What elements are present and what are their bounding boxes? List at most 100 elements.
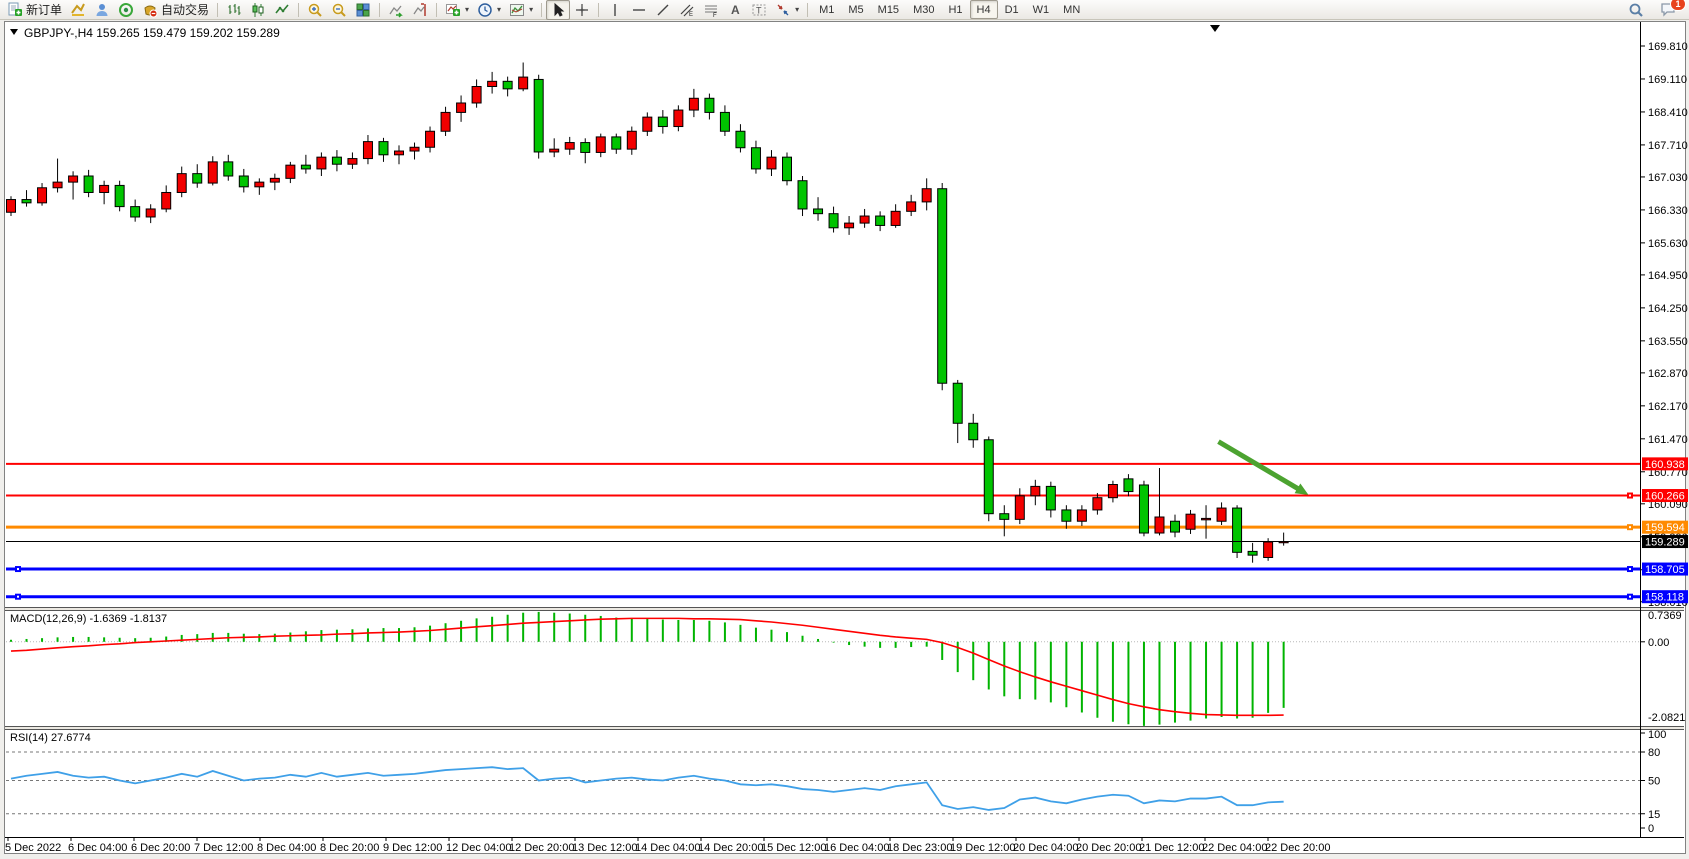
bar-chart-button[interactable] <box>222 0 246 20</box>
candle-body-down <box>1045 485 1056 511</box>
timeframe-button-m1[interactable]: M1 <box>819 3 835 16</box>
text-button[interactable]: A <box>723 0 747 20</box>
timeframe-button-w1[interactable]: W1 <box>1032 3 1050 16</box>
candle-body-up <box>362 141 373 160</box>
candle <box>766 150 777 176</box>
candle <box>626 126 637 155</box>
trendline-button[interactable] <box>651 0 675 20</box>
candle-body-up <box>1107 484 1118 499</box>
candle <box>1247 542 1258 563</box>
candle-body-up <box>906 201 917 212</box>
new-chart-button[interactable] <box>66 0 90 20</box>
crosshair-button[interactable] <box>570 0 594 20</box>
hline-handle-dot <box>1629 568 1631 571</box>
candle-body-up <box>549 148 560 153</box>
text-label-button[interactable]: T <box>747 0 771 20</box>
pane-splitter[interactable] <box>5 726 1684 730</box>
hline-price-label: 159.594 <box>1645 522 1685 534</box>
candle <box>549 138 560 158</box>
time-axis-label: 5 Dec 2022 <box>5 842 61 854</box>
candle-body-up <box>145 208 156 218</box>
pane-splitter[interactable] <box>5 607 1684 611</box>
candle <box>223 154 234 181</box>
candle <box>378 137 389 162</box>
candle <box>1123 474 1134 497</box>
candle-body-down <box>83 175 94 193</box>
candle-body-down <box>813 208 824 215</box>
new-order-button[interactable]: 新订单 <box>3 0 66 20</box>
candle-body-up <box>1014 495 1025 520</box>
toolbar-separator <box>541 2 543 17</box>
autotrading-button[interactable]: 自动交易 <box>138 0 213 20</box>
zoom-out-button[interactable] <box>327 0 351 20</box>
zoom-in-button[interactable] <box>303 0 327 20</box>
candle <box>285 161 296 184</box>
channel-button[interactable]: E <box>675 0 699 20</box>
candle-body-up <box>176 173 187 193</box>
auto-scroll-icon <box>389 5 403 18</box>
chevron-down-icon: ▾ <box>529 5 534 14</box>
bid-price-label-box <box>1642 535 1688 549</box>
tile-windows-icon <box>356 3 370 16</box>
search-button[interactable] <box>1624 0 1648 20</box>
candle <box>1185 509 1196 534</box>
hline-handle-dot <box>1629 595 1631 598</box>
candle <box>207 156 218 186</box>
indicators-button[interactable]: ▾ <box>441 0 473 20</box>
community-button[interactable] <box>114 0 138 20</box>
time-axis-label: 15 Dec 12:00 <box>761 842 826 854</box>
candle <box>362 135 373 165</box>
line-chart-button[interactable] <box>270 0 294 20</box>
chart-menu-button[interactable] <box>10 29 18 35</box>
candle <box>269 173 280 191</box>
timeframe-button-mn[interactable]: MN <box>1063 3 1081 16</box>
candle-body-down <box>1138 484 1149 534</box>
horizontal-line-button[interactable] <box>627 0 651 20</box>
svg-text:E: E <box>689 12 693 18</box>
text-icon: A <box>731 3 740 17</box>
periods-button[interactable]: ▾ <box>473 0 505 20</box>
candle-body-down <box>130 206 141 218</box>
tile-windows-button[interactable] <box>351 0 375 20</box>
price-axis-label: 165.630 <box>1648 238 1688 250</box>
candle-body-down <box>1061 509 1072 522</box>
candle <box>518 62 529 92</box>
new-order-icon <box>8 2 22 16</box>
profiles-button[interactable] <box>90 0 114 20</box>
time-axis-label: 20 Dec 20:00 <box>1076 842 1141 854</box>
vertical-line-button[interactable] <box>603 0 627 20</box>
timeframe-button-m5[interactable]: M5 <box>848 3 864 16</box>
price-pane[interactable] <box>6 22 1640 607</box>
candle <box>502 76 513 97</box>
autotrading-button-label: 自动交易 <box>161 3 210 17</box>
price-axis-label: 161.470 <box>1648 434 1688 446</box>
candle-body-down <box>238 175 249 188</box>
timeframe-button-h4[interactable]: H4 <box>969 0 998 19</box>
candle-body-up <box>844 222 855 229</box>
chart-shift-button[interactable] <box>408 0 432 20</box>
candle-body-down <box>611 136 622 150</box>
arrows-button[interactable]: ▾ <box>771 0 803 20</box>
candle-body-down <box>502 80 513 90</box>
timeframe-button-d1[interactable]: D1 <box>1004 3 1019 16</box>
fibonacci-button[interactable]: F <box>699 0 723 20</box>
auto-scroll-button[interactable] <box>384 0 408 20</box>
candlestick-chart-button[interactable] <box>246 0 270 20</box>
candle <box>564 136 575 155</box>
timeframe-button-m30[interactable]: M30 <box>913 3 935 16</box>
chart-shift-marker[interactable] <box>1210 25 1220 32</box>
timeframe-button-m15[interactable]: M15 <box>877 3 900 16</box>
templates-button[interactable]: ▾ <box>505 0 537 20</box>
timeframe-button-h1[interactable]: H1 <box>948 3 963 16</box>
candle-body-down <box>657 116 668 128</box>
cursor-button[interactable] <box>546 0 571 20</box>
crosshair-icon <box>576 3 589 16</box>
candle <box>1107 480 1118 503</box>
chart-shift-icon <box>413 2 426 16</box>
trend-arrow-head[interactable] <box>1294 483 1309 495</box>
candle <box>688 88 699 118</box>
trend-arrow[interactable] <box>1217 439 1303 493</box>
notifications-button[interactable]: 1 <box>1656 0 1686 20</box>
candle-body-down <box>952 382 963 424</box>
candle-body-down <box>1247 550 1258 556</box>
